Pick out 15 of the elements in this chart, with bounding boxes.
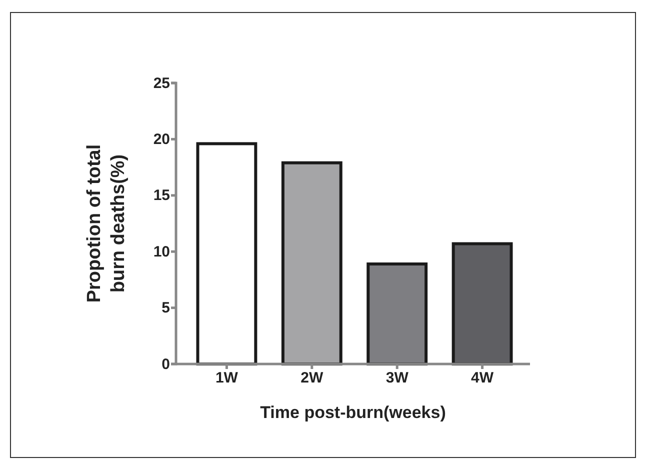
bar <box>196 142 258 366</box>
y-tick-label: 10 <box>153 243 170 260</box>
x-tick-label: 2W <box>300 370 324 387</box>
y-tick-label: 0 <box>162 356 170 373</box>
x-tick-label: 4W <box>471 370 494 387</box>
x-tick-label: 3W <box>386 370 410 387</box>
x-axis-title: Time post-burn(weeks) <box>260 403 446 422</box>
y-tick-label: 5 <box>162 300 170 317</box>
bar <box>281 161 342 366</box>
bar <box>452 242 513 366</box>
y-tick-label: 20 <box>153 131 170 148</box>
y-axis-title: Propotion of total burn deaths(%) <box>84 144 129 303</box>
y-tick-label: 25 <box>153 74 170 92</box>
x-tick-label: 1W <box>215 370 239 387</box>
y-tick-label: 15 <box>153 187 170 204</box>
